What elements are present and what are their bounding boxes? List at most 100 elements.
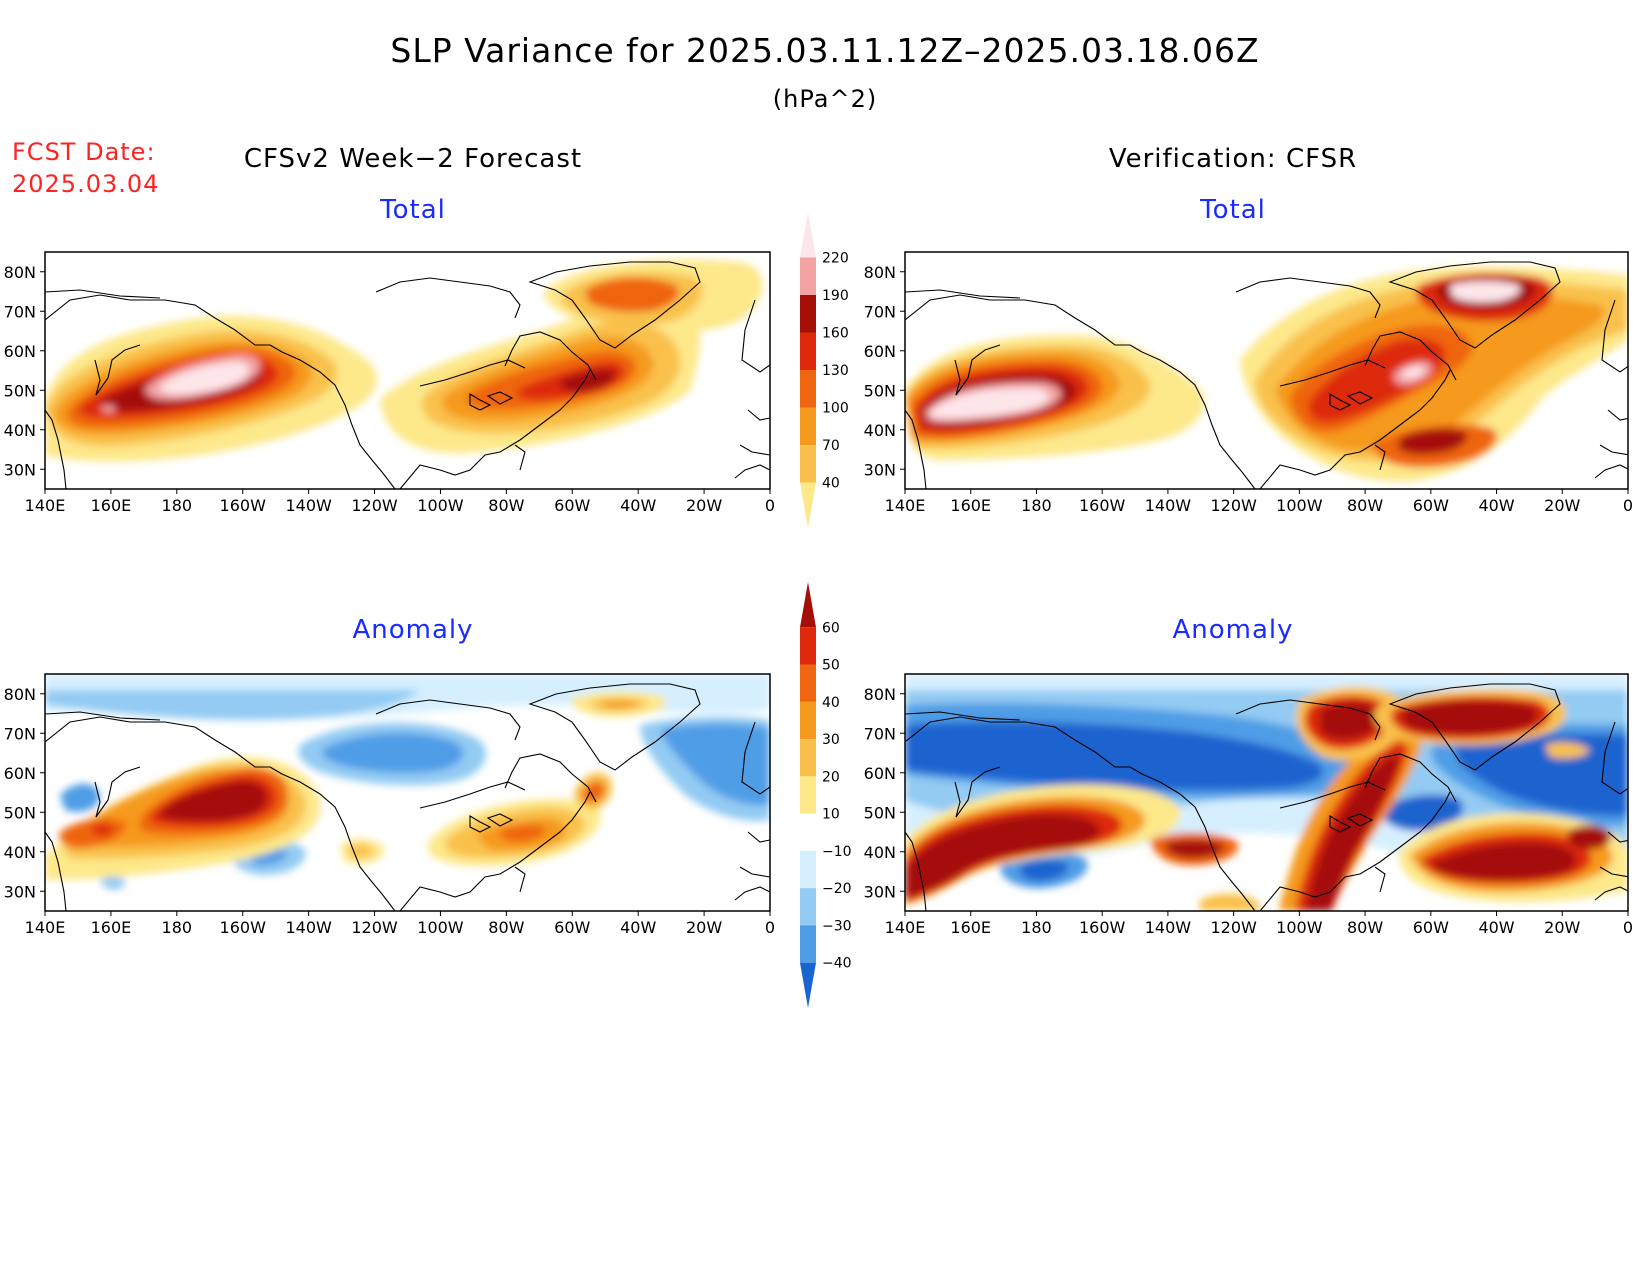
colorbar-segment [800, 701, 816, 740]
colorbar-segment [800, 664, 816, 702]
colorbar-segment [800, 332, 816, 370]
lon-tick-label: 40W [1478, 496, 1514, 515]
lon-tick-label: 160W [220, 496, 267, 515]
lon-tick-label: 80W [488, 496, 524, 515]
colorbar-segment [800, 813, 816, 851]
lon-tick-label: 160W [1079, 496, 1126, 515]
colorbar-segment [800, 482, 816, 528]
lat-tick-label: 60N [4, 764, 36, 783]
lat-tick-label: 50N [864, 381, 896, 400]
colorbar-label: 20 [822, 769, 840, 785]
lon-tick-label: 140W [1145, 918, 1192, 937]
lon-tick-label: 0 [765, 918, 775, 937]
lon-tick-label: 120W [351, 496, 398, 515]
colorbar-segment [800, 445, 816, 483]
colorbar-label: 190 [822, 288, 849, 304]
lat-tick-label: 40N [864, 421, 896, 440]
fcst-date-value: 2025.03.04 [12, 170, 159, 198]
lat-tick-label: 40N [4, 843, 36, 862]
lon-tick-label: 100W [1276, 918, 1323, 937]
lon-tick-label: 80W [1347, 496, 1383, 515]
lon-tick-label: 40W [620, 496, 656, 515]
panel-label-anomaly-verification: Anomaly [1172, 615, 1293, 645]
colorbar-label: 100 [822, 401, 849, 417]
lon-tick-label: 40W [1478, 918, 1514, 937]
figure-title: SLP Variance for 2025.03.11.12Z–2025.03.… [390, 31, 1259, 70]
colorbar-total: 220 190 160 130 100 70 40 [800, 212, 849, 528]
lat-tick-label: 30N [4, 882, 36, 901]
lat-tick-label: 80N [4, 685, 36, 704]
colorbar-label: 10 [822, 807, 840, 823]
colorbar-label: 220 [822, 251, 849, 267]
colorbar-anomaly: 60 50 40 30 20 10 −10 −20 −30 −40 [800, 582, 852, 1008]
lat-tick-label: 30N [864, 882, 896, 901]
lon-tick-label: 140E [885, 496, 926, 515]
colorbar-segment [800, 407, 816, 445]
colorbar-segment [800, 962, 816, 1008]
lat-tick-label: 70N [4, 724, 36, 743]
colorbar-segment [800, 257, 816, 295]
figure-units: (hPa^2) [773, 85, 877, 113]
lon-tick-label: 140W [285, 496, 332, 515]
colorbar-segment [800, 370, 816, 408]
panel-label-total-verification: Total [1199, 195, 1266, 225]
lon-tick-label: 80W [488, 918, 524, 937]
colorbar-segment [800, 776, 816, 814]
lat-tick-label: 60N [864, 764, 896, 783]
lon-tick-label: 140E [885, 918, 926, 937]
colorbar-label: −30 [822, 918, 852, 934]
lat-tick-label: 80N [4, 263, 36, 282]
lon-tick-label: 20W [686, 496, 722, 515]
map-forecast-total [44, 251, 771, 490]
lon-tick-label: 160E [950, 918, 991, 937]
fcst-date-label: FCST Date: [12, 138, 156, 166]
lat-tick-label: 70N [4, 302, 36, 321]
lat-tick-label: 50N [4, 381, 36, 400]
lat-tick-label: 70N [864, 724, 896, 743]
colorbar-label: 60 [822, 620, 840, 636]
lon-tick-label: 100W [417, 918, 464, 937]
lon-tick-label: 20W [1544, 496, 1580, 515]
lat-tick-label: 40N [4, 421, 36, 440]
lon-tick-label: 0 [765, 496, 775, 515]
lon-tick-label: 160W [220, 918, 267, 937]
lon-tick-label: 160E [91, 918, 132, 937]
lat-tick-label: 30N [864, 460, 896, 479]
map-forecast-anomaly [44, 673, 771, 912]
lon-tick-label: 160E [91, 496, 132, 515]
lat-tick-label: 50N [864, 803, 896, 822]
colorbar-segment [800, 212, 816, 258]
lon-tick-label: 120W [1210, 918, 1257, 937]
colorbar-label: 40 [822, 476, 840, 492]
header-forecast: CFSv2 Week−2 Forecast [244, 144, 582, 174]
colorbar-label: 30 [822, 732, 840, 748]
colorbar-segment [800, 925, 816, 963]
colorbar-segment [800, 888, 816, 926]
lon-tick-label: 80W [1347, 918, 1383, 937]
lat-tick-label: 80N [864, 685, 896, 704]
lat-tick-label: 60N [864, 342, 896, 361]
lon-tick-label: 180 [1021, 496, 1052, 515]
lon-tick-label: 160W [1079, 918, 1126, 937]
colorbar-segment [800, 582, 816, 628]
lon-tick-label: 0 [1623, 496, 1633, 515]
colorbar-label: 40 [822, 695, 840, 711]
lon-tick-label: 20W [1544, 918, 1580, 937]
lat-tick-label: 40N [864, 843, 896, 862]
lon-tick-label: 20W [686, 918, 722, 937]
lat-tick-label: 70N [864, 302, 896, 321]
lon-tick-label: 60W [554, 918, 590, 937]
lon-tick-label: 140E [25, 496, 66, 515]
colorbar-segment [800, 739, 816, 777]
lon-tick-label: 0 [1623, 918, 1633, 937]
lat-tick-label: 80N [864, 263, 896, 282]
panel-label-total-forecast: Total [379, 195, 446, 225]
colorbar-label: −40 [822, 956, 852, 972]
map-verification-total [904, 251, 1629, 490]
lon-tick-label: 60W [554, 496, 590, 515]
lon-tick-label: 180 [162, 496, 193, 515]
header-verification: Verification: CFSR [1109, 144, 1357, 174]
lon-tick-label: 60W [1413, 496, 1449, 515]
lat-tick-label: 60N [4, 342, 36, 361]
lat-tick-label: 50N [4, 803, 36, 822]
